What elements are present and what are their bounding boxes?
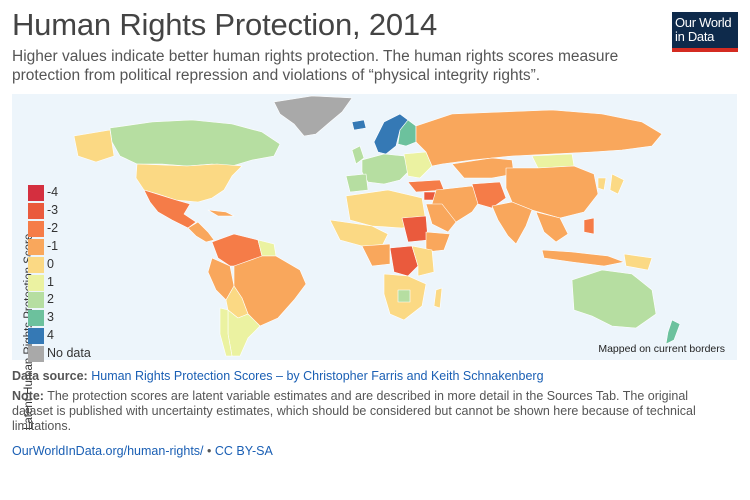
region-mexico[interactable]: [143, 189, 197, 229]
legend-swatch: [28, 310, 44, 327]
region-russia[interactable]: [415, 109, 663, 167]
region-botswana[interactable]: [397, 289, 411, 303]
footer-separator: •: [207, 444, 212, 458]
region-caribbean[interactable]: [207, 209, 235, 217]
note-label: Note:: [12, 389, 44, 403]
license-link[interactable]: CC BY-SA: [214, 444, 273, 458]
region-western-europe[interactable]: [361, 153, 411, 185]
region-japan[interactable]: [609, 173, 625, 195]
legend-label: 3: [47, 310, 54, 325]
legend-swatch: [28, 346, 44, 363]
chart-subtitle: Higher values indicate better human righ…: [12, 48, 619, 84]
region-indonesia[interactable]: [541, 249, 625, 267]
legend-swatch: [28, 256, 44, 273]
footer: OurWorldInData.org/human-rights/ • CC BY…: [12, 444, 273, 458]
legend-swatch: [28, 274, 44, 291]
owid-logo[interactable]: Our World in Data: [672, 12, 738, 52]
legend-label: -4: [47, 185, 59, 199]
region-canada[interactable]: [109, 119, 281, 167]
region-chile[interactable]: [219, 307, 233, 357]
legend-swatch: [28, 185, 44, 201]
region-greenland[interactable]: [273, 95, 353, 137]
data-source-link[interactable]: Human Rights Protection Scores – by Chri…: [91, 369, 544, 383]
legend-label: 0: [47, 256, 54, 271]
region-india[interactable]: [491, 201, 533, 245]
region-saudi-arabia[interactable]: [425, 203, 457, 233]
region-central-africa[interactable]: [361, 243, 391, 267]
chart-title: Human Rights Protection, 2014: [12, 7, 437, 42]
world-map: [73, 95, 681, 357]
legend-swatch: [28, 202, 44, 219]
region-new-zealand[interactable]: [665, 319, 681, 345]
world-map-panel: Latent Human Rights Protection Score -4-…: [12, 94, 737, 430]
legend-label: 2: [47, 292, 54, 307]
chart-note: Note: The protection scores are latent v…: [12, 389, 730, 434]
legend-label: -2: [47, 220, 59, 235]
region-madagascar[interactable]: [433, 287, 443, 309]
legend-swatch: [28, 292, 44, 309]
region-south-central-asia[interactable]: [471, 181, 507, 209]
region-central-america[interactable]: [187, 221, 215, 243]
region-eastern-europe[interactable]: [403, 151, 433, 179]
legend-label: No data: [47, 346, 91, 361]
region-alaska[interactable]: [73, 129, 115, 163]
logo-accent-bar: [672, 48, 738, 52]
logo-line-2: in Data: [675, 29, 715, 44]
region-mongolia[interactable]: [531, 153, 575, 169]
legend-label: -1: [47, 238, 59, 253]
region-iceland[interactable]: [351, 119, 367, 131]
region-papua[interactable]: [623, 253, 653, 271]
region-korea[interactable]: [597, 177, 607, 191]
logo-line-1: Our World: [675, 15, 732, 30]
legend-swatch: [28, 220, 44, 237]
legend-label: 4: [47, 328, 54, 343]
legend-label: -3: [47, 202, 59, 217]
region-australia[interactable]: [571, 269, 657, 329]
legend-swatch: [28, 328, 44, 345]
region-uk[interactable]: [351, 145, 365, 165]
region-iberia[interactable]: [345, 173, 369, 193]
region-china[interactable]: [505, 165, 599, 219]
region-east-africa[interactable]: [411, 245, 435, 277]
borders-note: Mapped on current borders: [598, 343, 725, 355]
legend-swatch: [28, 238, 44, 255]
region-horn-of-africa[interactable]: [425, 231, 451, 253]
note-text: The protection scores are latent variabl…: [12, 389, 696, 433]
data-source-label: Data source:: [12, 369, 88, 383]
region-dr-congo[interactable]: [389, 245, 419, 277]
region-southeast-asia[interactable]: [535, 211, 569, 243]
legend-label: 1: [47, 274, 54, 289]
region-sudan[interactable]: [401, 215, 429, 243]
region-philippines[interactable]: [583, 217, 595, 235]
footer-url-link[interactable]: OurWorldInData.org/human-rights/: [12, 444, 204, 458]
data-source: Data source: Human Rights Protection Sco…: [12, 369, 544, 383]
